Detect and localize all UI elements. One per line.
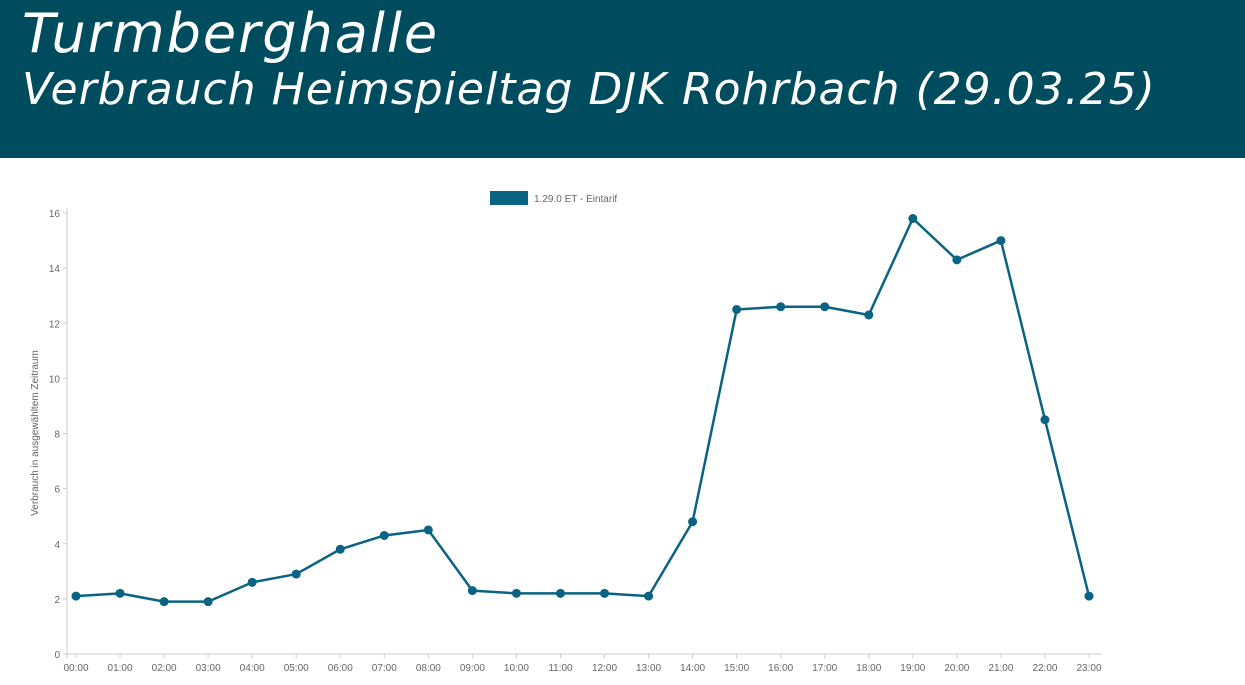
- data-point: [1040, 415, 1050, 425]
- data-point: [952, 255, 962, 265]
- series-line-group: [71, 214, 1094, 607]
- x-tick-label: 06:00: [328, 663, 353, 674]
- data-point: [115, 588, 125, 598]
- chart-area: 1.29.0 ET - Eintarif Verbrauch in ausgew…: [0, 158, 1245, 685]
- y-axis-label: Verbrauch in ausgewähltem Zeitraum: [30, 350, 41, 516]
- x-axis: 00:00 01:00 02:00 03:00 04:00 05:00 06:00 07:00…: [63, 653, 1102, 674]
- y-tick-label: 14: [49, 264, 61, 275]
- x-tick-label: 09:00: [460, 663, 485, 674]
- data-point: [71, 591, 81, 601]
- legend-label: 1.29.0 ET - Eintarif: [534, 194, 617, 205]
- data-point: [467, 586, 477, 596]
- y-tick-label: 0: [54, 650, 60, 661]
- x-tick-label: 12:00: [592, 663, 617, 674]
- data-point: [555, 588, 565, 598]
- x-tick-label: 20:00: [944, 663, 969, 674]
- data-point: [908, 214, 918, 224]
- line-chart: 1.29.0 ET - Eintarif Verbrauch in ausgew…: [30, 191, 1102, 674]
- data-point: [423, 525, 433, 535]
- x-tick-label: 08:00: [416, 663, 441, 674]
- x-tick-label: 03:00: [196, 663, 221, 674]
- y-tick-label: 2: [54, 595, 60, 606]
- series-line: [75, 217, 1091, 603]
- header-banner: Turmberghalle Verbrauch Heimspieltag DJK…: [0, 0, 1245, 158]
- y-tick-label: 12: [49, 319, 61, 330]
- x-tick-label: 22:00: [1032, 663, 1057, 674]
- y-tick-label: 6: [54, 485, 60, 496]
- y-tick-label: 8: [54, 430, 60, 441]
- x-tick-label: 11:00: [548, 663, 573, 674]
- data-point: [291, 569, 301, 579]
- x-tick-label: 05:00: [284, 663, 309, 674]
- x-tick-label: 23:00: [1076, 663, 1101, 674]
- data-point: [776, 302, 786, 312]
- x-tick-label: 14:00: [680, 663, 705, 674]
- page-title: Turmberghalle: [22, 2, 440, 65]
- x-tick-label: 10:00: [504, 663, 529, 674]
- x-tick-label: 19:00: [900, 663, 925, 674]
- data-point: [864, 310, 874, 320]
- x-tick-label: 16:00: [768, 663, 793, 674]
- x-tick-label: 04:00: [240, 663, 265, 674]
- y-axis: 0 2 4 6 8 10 12 14 16: [49, 208, 68, 661]
- data-point: [600, 588, 610, 598]
- data-point: [379, 530, 389, 540]
- x-tick-label: 07:00: [372, 663, 397, 674]
- x-tick-label: 00:00: [63, 663, 88, 674]
- data-point: [732, 304, 742, 314]
- data-point: [996, 236, 1006, 246]
- x-tick-label: 17:00: [812, 663, 837, 674]
- x-tick-label: 01:00: [108, 663, 133, 674]
- x-tick-label: 15:00: [724, 663, 749, 674]
- data-point: [644, 591, 654, 601]
- data-point: [1084, 591, 1094, 601]
- legend-swatch: [490, 191, 528, 205]
- data-point: [335, 544, 345, 554]
- data-point: [203, 597, 213, 607]
- chart-legend[interactable]: 1.29.0 ET - Eintarif: [490, 191, 617, 205]
- x-tick-label: 21:00: [988, 663, 1013, 674]
- data-point: [688, 517, 698, 527]
- page-subtitle: Verbrauch Heimspieltag DJK Rohrbach (29.…: [22, 64, 1156, 115]
- data-point: [820, 302, 830, 312]
- y-tick-label: 4: [54, 540, 60, 551]
- x-tick-label: 13:00: [636, 663, 661, 674]
- data-point: [511, 588, 521, 598]
- x-tick-label: 18:00: [856, 663, 881, 674]
- data-point: [159, 597, 169, 607]
- y-tick-label: 10: [49, 374, 61, 385]
- y-tick-label: 16: [49, 209, 61, 220]
- x-tick-label: 02:00: [152, 663, 177, 674]
- data-point: [247, 577, 257, 587]
